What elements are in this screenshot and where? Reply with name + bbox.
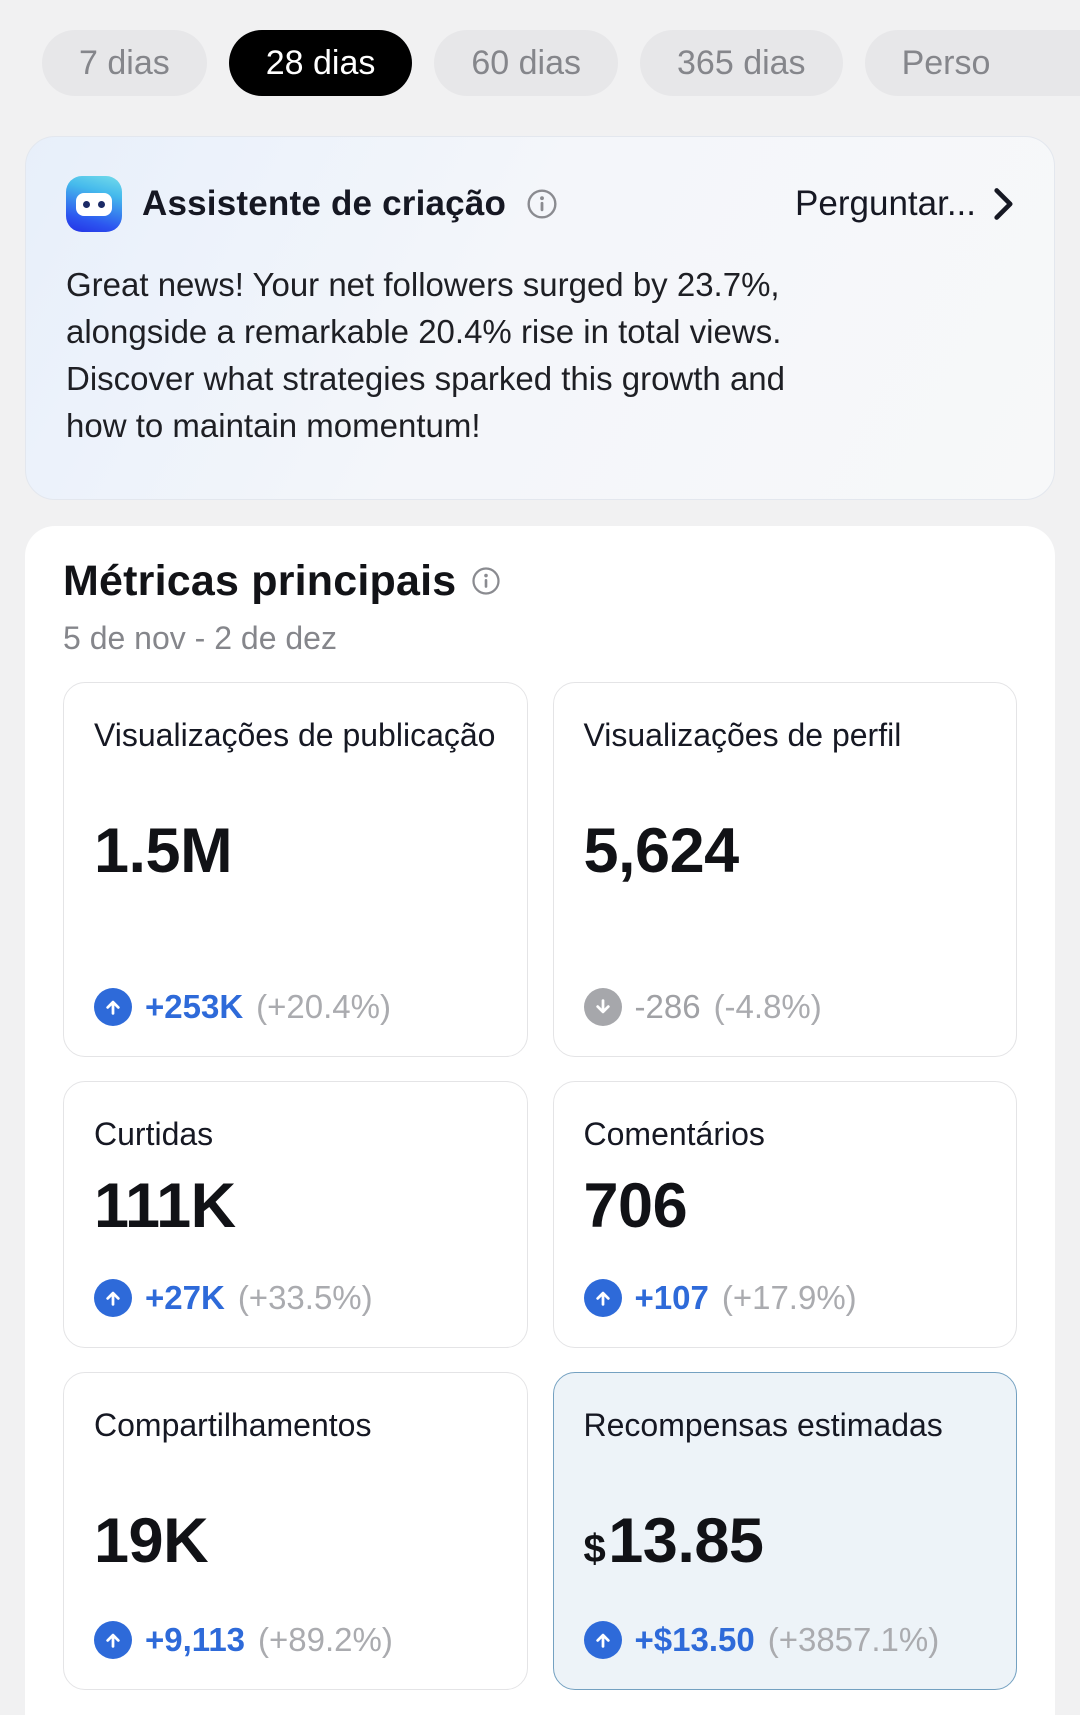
trend-arrow-icon (94, 1279, 132, 1317)
metric-value: 1.5M (94, 816, 233, 886)
delta-percent: (+17.9%) (721, 1279, 857, 1316)
metric-label: Comentários (583, 1116, 765, 1152)
metric-delta: -286 (-4.8%) (583, 988, 987, 1026)
metric-delta: +107 (+17.9%) (583, 1279, 987, 1317)
metric-delta: +27K (+33.5%) (94, 1279, 497, 1317)
metric-card-shares[interactable]: Compartilhamentos 19K +9,113 (+89.2%) (63, 1372, 528, 1690)
delta-percent: (-4.8%) (713, 988, 822, 1025)
metric-card-estimated-rewards[interactable]: Recompensas estimadas $13.85 +$13.50 (+3… (552, 1372, 1017, 1690)
metric-value: 111K (94, 1171, 236, 1241)
pill-7-dias[interactable]: 7 dias (42, 30, 207, 96)
pill-28-dias[interactable]: 28 dias (228, 30, 413, 96)
chevron-right-icon (994, 188, 1013, 220)
trend-arrow-icon (583, 1621, 622, 1659)
metric-card-likes[interactable]: Curtidas 111K +27K (+33.5%) (63, 1081, 528, 1348)
metric-label: Visualizações de publicação (94, 717, 496, 753)
metric-card-post-views[interactable]: Visualizações de publicação 1.5M +253K (… (63, 682, 528, 1057)
info-icon[interactable] (471, 566, 501, 596)
delta-value: +9,113 (145, 1621, 246, 1658)
assistant-message-line: Great news! Your net followers surged by… (66, 266, 780, 303)
metric-delta: +253K (+20.4%) (94, 988, 497, 1026)
time-range-filter: 7 dias 28 dias 60 dias 365 dias Perso (0, 0, 1080, 96)
trend-arrow-icon (94, 1621, 132, 1659)
metric-value: 19K (94, 1506, 209, 1576)
metrics-grid: Visualizações de publicação 1.5M +253K (… (63, 682, 1017, 1690)
assistant-message: Great news! Your net followers surged by… (66, 261, 1014, 449)
creation-assistant-card[interactable]: Assistente de criação Perguntar... Great… (25, 136, 1055, 500)
delta-value: +$13.50 (634, 1621, 755, 1658)
ask-assistant-label: Perguntar... (795, 184, 976, 223)
assistant-message-line: how to maintain momentum! (66, 407, 481, 444)
delta-value: -286 (634, 988, 701, 1025)
trend-arrow-icon (583, 1279, 622, 1317)
metric-label: Visualizações de perfil (583, 717, 902, 753)
ask-assistant-button[interactable]: Perguntar... (795, 184, 1014, 224)
metric-delta: +9,113 (+89.2%) (94, 1621, 497, 1659)
metric-card-profile-views[interactable]: Visualizações de perfil 5,624 -286 (-4.8… (552, 682, 1017, 1057)
delta-percent: (+89.2%) (258, 1621, 393, 1658)
date-range: 5 de nov - 2 de dez (63, 620, 337, 656)
creation-assistant-robot-icon (66, 176, 122, 232)
metric-label: Compartilhamentos (94, 1407, 372, 1443)
metric-value: 5,624 (583, 816, 740, 886)
metric-value: 706 (583, 1171, 688, 1241)
currency-symbol: $ (583, 1527, 606, 1571)
key-metrics-panel: Métricas principais 5 de nov - 2 de dez … (25, 526, 1055, 1715)
delta-value: +107 (634, 1279, 709, 1316)
delta-percent: (+3857.1%) (767, 1621, 940, 1658)
assistant-title: Assistente de criação (142, 184, 507, 223)
metric-value: $13.85 (583, 1506, 764, 1576)
info-icon[interactable] (526, 188, 558, 220)
trend-arrow-icon (583, 988, 622, 1026)
trend-arrow-icon (94, 988, 132, 1026)
delta-percent: (+33.5%) (237, 1279, 373, 1316)
metric-label: Recompensas estimadas (583, 1407, 943, 1443)
assistant-message-line: alongside a remarkable 20.4% rise in tot… (66, 313, 782, 350)
pill-personalizado[interactable]: Perso (864, 30, 1080, 96)
assistant-header: Assistente de criação Perguntar... (66, 175, 1014, 233)
pill-60-dias[interactable]: 60 dias (434, 30, 619, 96)
delta-percent: (+20.4%) (256, 988, 391, 1025)
delta-value: +27K (145, 1279, 225, 1316)
metric-label: Curtidas (94, 1116, 214, 1152)
delta-value: +253K (145, 988, 244, 1025)
pill-365-dias[interactable]: 365 dias (640, 30, 843, 96)
assistant-message-line: Discover what strategies sparked this gr… (66, 360, 786, 397)
section-title: Métricas principais (63, 556, 457, 605)
metric-card-comments[interactable]: Comentários 706 +107 (+17.9%) (552, 1081, 1017, 1348)
metric-delta: +$13.50 (+3857.1%) (583, 1621, 987, 1659)
